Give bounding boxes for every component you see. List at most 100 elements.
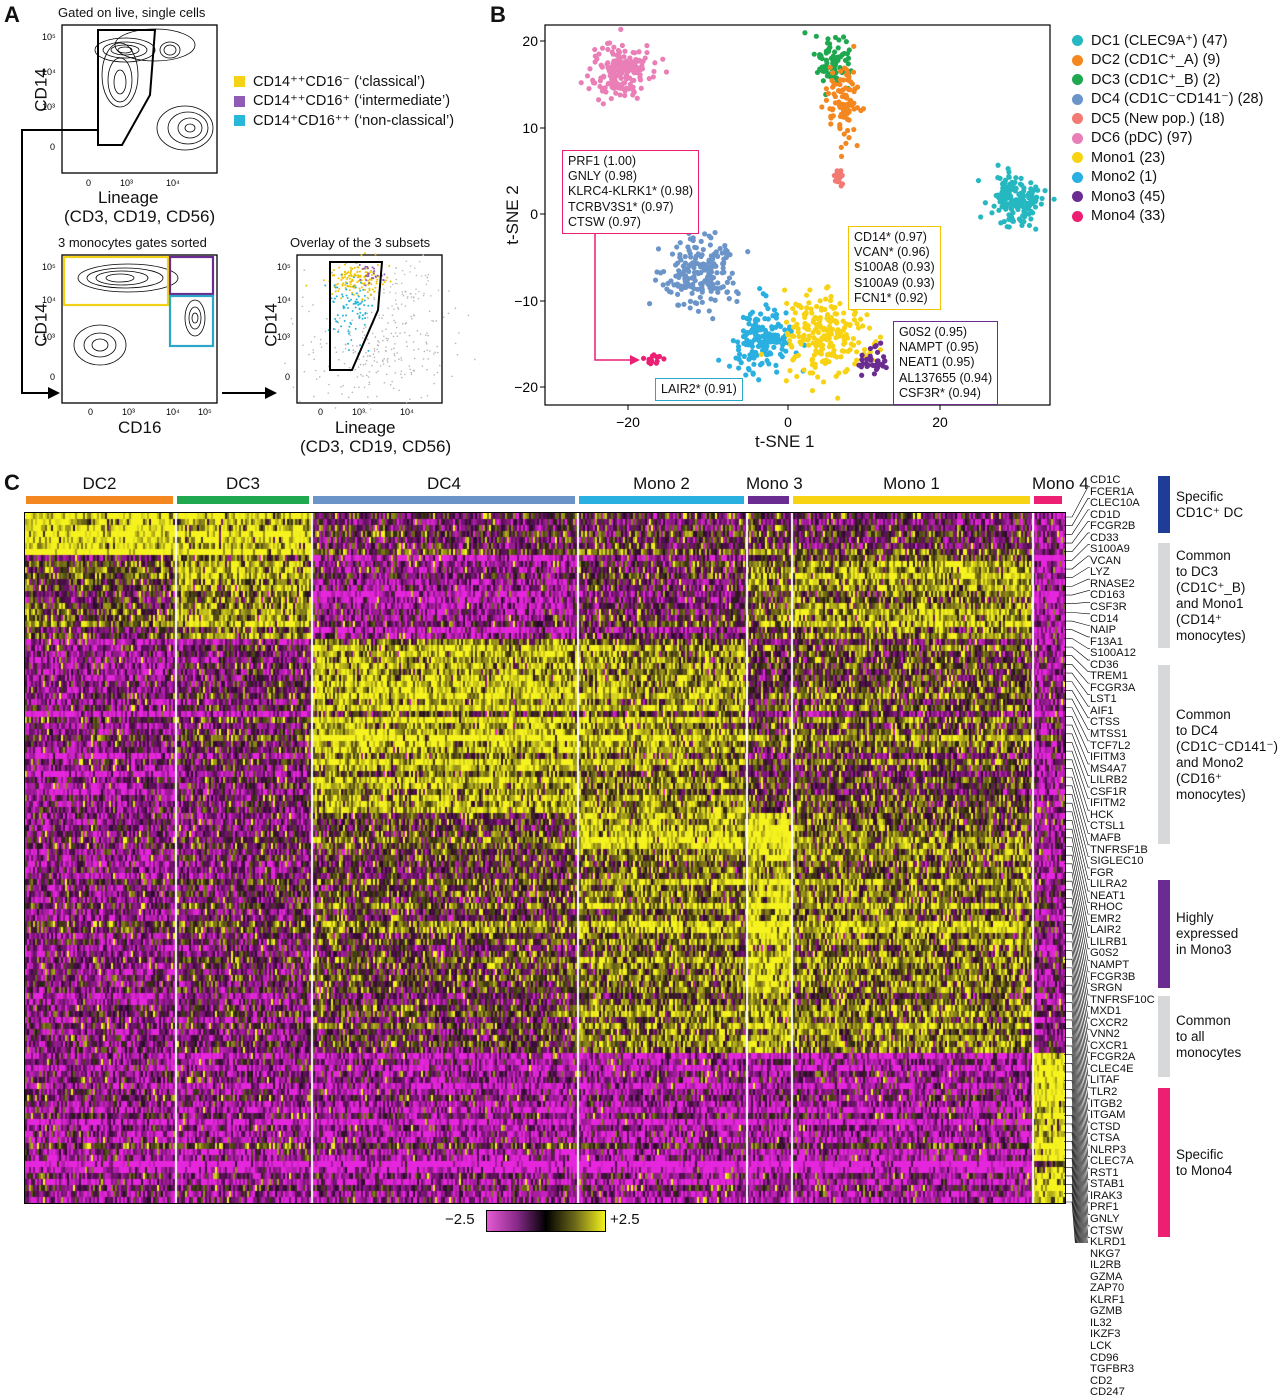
tsne-point-mono2 <box>783 310 788 315</box>
overlay-event-dot <box>358 366 360 368</box>
tsne-point-dc6 <box>637 58 642 63</box>
overlay-event-dot <box>308 311 310 313</box>
tsne-point-dc6 <box>596 97 601 102</box>
category-label: Specific to Mono4 <box>1176 1147 1232 1179</box>
overlay-event-dot <box>383 273 385 275</box>
gene-label: KLRF1 <box>1090 1295 1155 1307</box>
tsne-point-dc4 <box>698 295 703 300</box>
tsne-point-dc6 <box>644 50 649 55</box>
tsne-point-mono2 <box>727 364 732 369</box>
gene-label: CD247 <box>1090 1387 1155 1399</box>
tsne-point-dc6 <box>640 66 645 71</box>
tsne-point-mono2 <box>736 347 741 352</box>
tsne-point-mono1 <box>814 316 819 321</box>
overlay-event-dot <box>348 275 350 277</box>
tsne-point-mono2 <box>773 325 778 330</box>
svg-text:10⁵: 10⁵ <box>42 32 56 42</box>
overlay-event-dot <box>311 341 313 343</box>
overlay-event-dot <box>433 374 435 376</box>
overlay-event-dot <box>422 254 424 256</box>
tsne-point-dc1 <box>1009 207 1014 212</box>
tsne-point-dc6 <box>593 59 598 64</box>
tsne-point-dc4 <box>658 270 663 275</box>
tsne-point-dc1 <box>991 204 996 209</box>
overlay-event-dot <box>360 302 362 304</box>
overlay-event-dot <box>346 295 348 297</box>
overlay-event-dot <box>367 273 369 275</box>
overlay-event-dot <box>396 327 398 329</box>
overlay-event-dot <box>335 407 337 409</box>
tsne-point-dc6 <box>601 74 606 79</box>
overlay-event-dot <box>425 342 427 344</box>
overlay-event-dot <box>474 359 476 361</box>
overlay-event-dot <box>336 351 338 353</box>
tsne-point-mono3 <box>872 344 877 349</box>
overlay-event-dot <box>418 291 420 293</box>
overlay-event-dot <box>337 283 339 285</box>
tsne-point-mono4 <box>646 357 651 362</box>
tsne-point-dc6 <box>608 70 613 75</box>
overlay-event-dot <box>371 365 373 367</box>
category-label: Common to DC3 (CD1C⁺_B) and Mono1 (CD14⁺… <box>1176 548 1246 644</box>
tsne-point-dc4 <box>699 239 704 244</box>
overlay-event-dot <box>366 360 368 362</box>
tsne-point-mono3 <box>878 341 883 346</box>
overlay-event-dot <box>321 346 323 348</box>
tsne-point-dc6 <box>585 73 590 78</box>
overlay-event-dot <box>413 300 415 302</box>
gene-label: MAFB <box>1090 833 1155 845</box>
tsne-point-mono1 <box>812 352 817 357</box>
tsne-point-mono3 <box>872 371 877 376</box>
tsne-point-dc6 <box>579 80 584 85</box>
overlay-event-dot <box>346 278 348 280</box>
gene-connector-line <box>1064 812 1090 880</box>
overlay-event-dot <box>352 280 354 282</box>
overlay-event-dot <box>436 320 438 322</box>
legend-dot <box>1072 74 1083 85</box>
overlay-event-dot <box>337 331 339 333</box>
tsne-point-mono1 <box>862 347 867 352</box>
tsne-point-mono1 <box>860 323 865 328</box>
tsne-point-mono1 <box>841 310 846 315</box>
overlay-event-dot <box>367 280 369 282</box>
overlay-event-dot <box>347 307 349 309</box>
tsne-point-dc4 <box>714 270 719 275</box>
overlay-event-dot <box>416 275 418 277</box>
tsne-point-dc4 <box>723 247 728 252</box>
gene-label: GZMA <box>1090 1272 1155 1284</box>
overlay-event-dot <box>393 388 395 390</box>
overlay-event-dot <box>422 365 424 367</box>
svg-text:20: 20 <box>522 33 538 49</box>
tsne-point-dc4 <box>656 246 661 251</box>
heatmap-group-label: Mono 4 <box>1032 474 1064 494</box>
overlay-event-dot <box>357 304 359 306</box>
tsne-point-dc4 <box>683 254 688 259</box>
overlay-event-dot <box>457 354 459 356</box>
overlay-event-dot <box>367 355 369 357</box>
tsne-point-dc4 <box>707 233 712 238</box>
tsne-point-mono1 <box>810 370 815 375</box>
overlay-event-dot <box>367 339 369 341</box>
overlay-event-dot <box>358 276 360 278</box>
overlay-event-dot <box>284 363 286 365</box>
panel-a-mid-xlabel: CD16 <box>118 418 161 438</box>
overlay-event-dot <box>308 354 310 356</box>
overlay-event-dot <box>364 284 366 286</box>
overlay-event-dot <box>349 278 351 280</box>
tsne-point-mono1 <box>804 293 809 298</box>
overlay-event-dot <box>345 344 347 346</box>
overlay-event-dot <box>335 290 337 292</box>
overlay-event-dot <box>374 350 376 352</box>
tsne-point-dc6 <box>614 73 619 78</box>
overlay-event-dot <box>365 312 367 314</box>
overlay-event-dot <box>357 270 359 272</box>
tsne-point-dc1 <box>1005 224 1010 229</box>
overlay-event-dot <box>439 365 441 367</box>
legend-dot <box>1072 152 1083 163</box>
tsne-point-dc1 <box>1003 178 1008 183</box>
tsne-point-mono1 <box>804 310 809 315</box>
overlay-event-dot <box>427 395 429 397</box>
tsne-point-dc1 <box>1028 180 1033 185</box>
tsne-point-mono2 <box>743 372 748 377</box>
gene-label: TLR2 <box>1090 1087 1155 1099</box>
